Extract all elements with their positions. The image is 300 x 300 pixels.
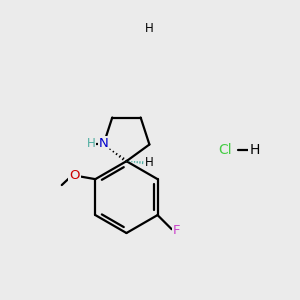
Text: Cl: Cl — [218, 143, 232, 157]
Text: O: O — [70, 169, 80, 182]
Text: H: H — [249, 143, 260, 157]
Text: N: N — [99, 137, 108, 150]
Text: H: H — [145, 22, 154, 34]
Text: H: H — [87, 137, 95, 150]
Text: F: F — [173, 224, 181, 237]
Text: H: H — [145, 156, 154, 169]
